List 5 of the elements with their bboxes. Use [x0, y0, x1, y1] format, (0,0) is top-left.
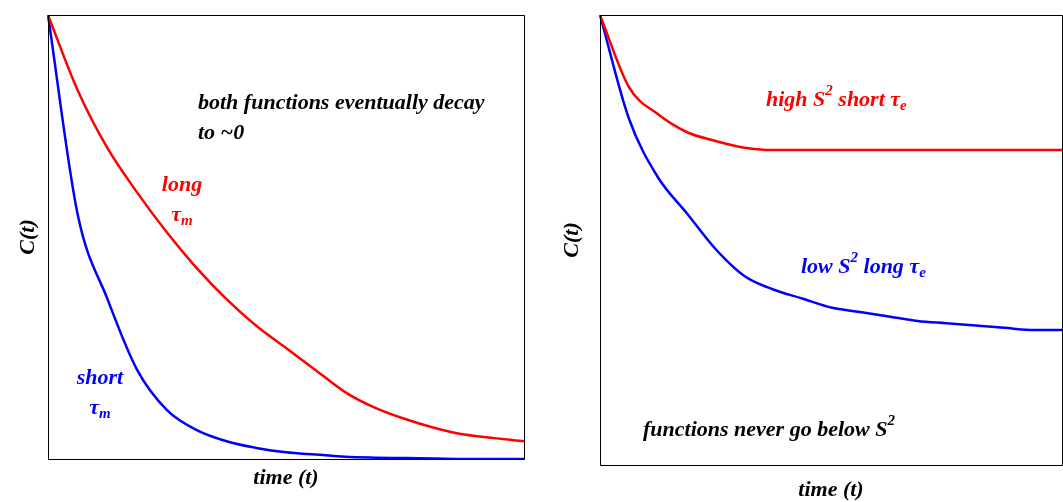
x-axis-title: time (t): [798, 475, 864, 501]
annotation: both functions eventually decay to ~0: [198, 88, 485, 144]
y-axis-title: C(t): [13, 219, 39, 255]
y-axis-title: C(t): [557, 222, 583, 258]
x-axis-title: time (t): [253, 463, 319, 489]
